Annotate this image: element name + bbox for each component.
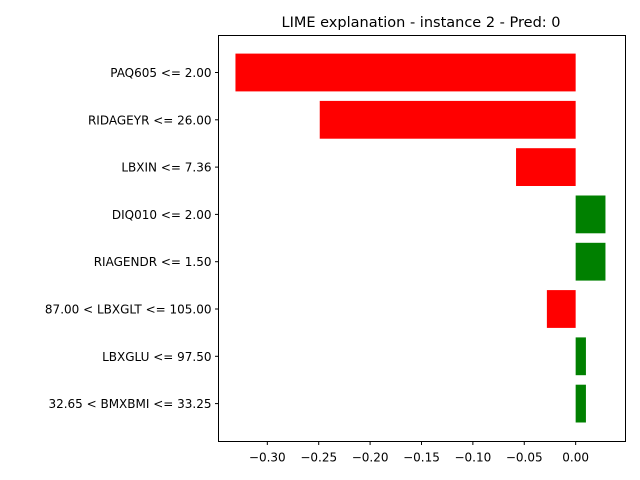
chart-title: LIME explanation - instance 2 - Pred: 0: [282, 15, 561, 31]
y-tick-label-4: RIAGENDR <= 1.50: [94, 255, 212, 269]
y-tick-label-0: PAQ605 <= 2.00: [110, 66, 211, 80]
bar-1: [319, 100, 576, 139]
x-tick-label-2: −0.20: [352, 451, 389, 465]
y-tick-label-1: RIDAGEYR <= 26.00: [88, 113, 212, 127]
plot-frame: [218, 35, 626, 442]
x-tick-label-5: −0.05: [506, 451, 543, 465]
bar-4: [575, 242, 606, 281]
x-tick-label-3: −0.15: [403, 451, 440, 465]
bar-5: [546, 290, 576, 328]
x-tick-label-4: −0.10: [454, 451, 491, 465]
bar-3: [575, 195, 606, 234]
y-tick-label-3: DIQ010 <= 2.00: [112, 208, 212, 222]
x-tick-label-6: 0.00: [562, 451, 589, 465]
y-tick-label-5: 87.00 < LBXGLT <= 105.00: [45, 303, 212, 317]
x-tick-label-0: −0.30: [249, 451, 286, 465]
bar-6: [575, 337, 586, 376]
y-tick-label-7: 32.65 < BMXBMI <= 33.25: [48, 397, 211, 411]
x-axis-ticks: −0.30 −0.25 −0.20 −0.15 −0.10 −0.05 0.00: [249, 441, 589, 465]
bars-layer: [235, 53, 606, 423]
y-tick-label-6: LBXGLU <= 97.50: [102, 350, 211, 364]
y-tick-label-2: LBXIN <= 7.36: [121, 161, 211, 175]
y-axis-ticks: PAQ605 <= 2.00 RIDAGEYR <= 26.00 LBXIN <= …: [45, 66, 219, 411]
bar-7: [575, 384, 586, 423]
bar-2: [516, 148, 576, 186]
x-tick-label-1: −0.25: [300, 451, 337, 465]
bar-0: [235, 53, 576, 92]
